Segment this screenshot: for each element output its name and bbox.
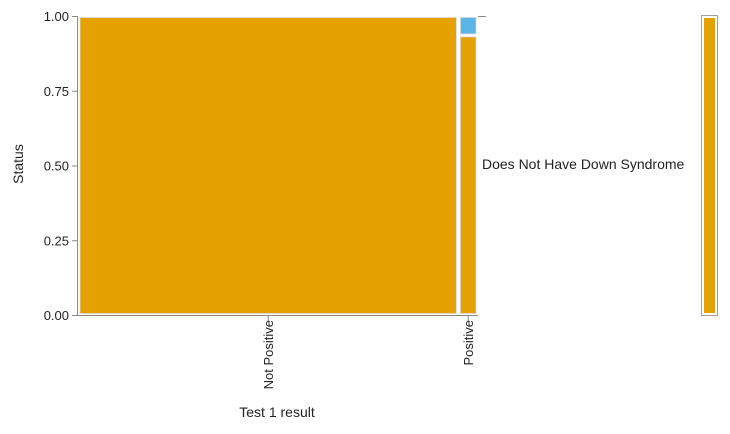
mosaic-cell (459, 36, 477, 314)
x-axis-title: Test 1 result (239, 404, 315, 420)
y-tick-label: 0.75 (44, 84, 69, 99)
y-tick-label: 1.00 (44, 9, 69, 24)
y-tick-label: 0.50 (44, 159, 69, 174)
y-axis-title: Status (10, 144, 26, 184)
series-label: Does Not Have Down Syndrome (482, 156, 685, 172)
x-tick-label: Positive (461, 320, 476, 366)
x-tick-label: Not Positive (261, 320, 276, 389)
y-tick-label: 0.25 (44, 233, 69, 248)
legend-bar-fill (704, 18, 715, 313)
mosaic-cell (79, 17, 457, 314)
mosaic-cell (459, 17, 477, 35)
y-tick-label: 0.00 (44, 308, 69, 323)
